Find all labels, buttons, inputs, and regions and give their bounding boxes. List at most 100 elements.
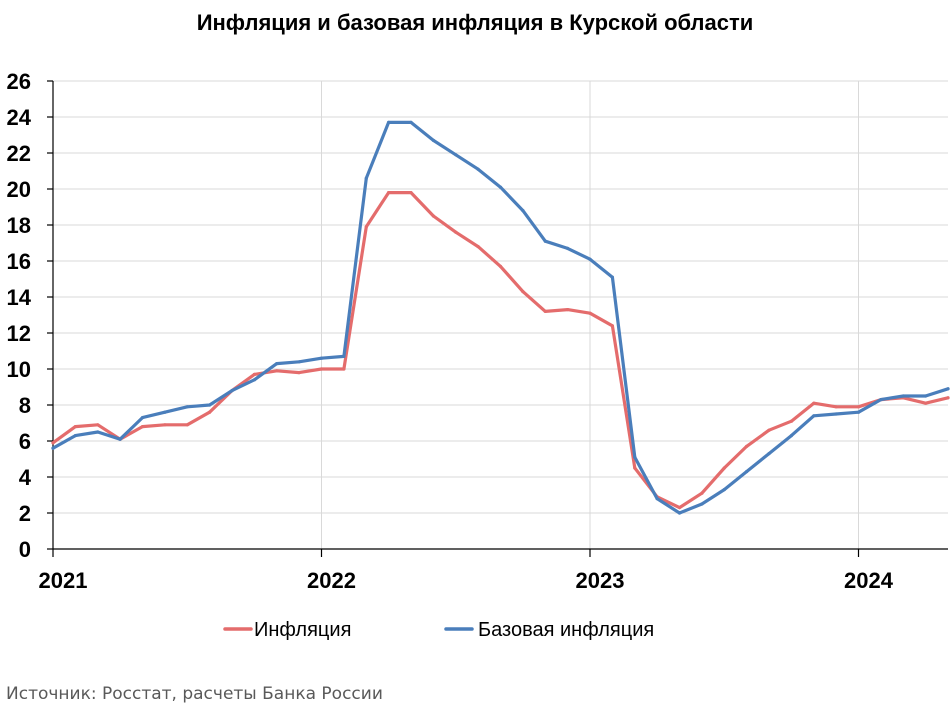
y-tick-label-0: 0 (19, 537, 31, 562)
data-point-s2-2021-11 (275, 362, 279, 366)
data-point-s1-2023-12 (834, 405, 838, 409)
y-tick-label-20: 20 (7, 177, 31, 202)
data-point-s2-2022-08 (476, 167, 480, 171)
legend-label-1: Инфляция (254, 619, 351, 641)
data-point-s2-2021-01 (51, 446, 55, 450)
data-point-s2-2023-07 (722, 488, 726, 492)
data-point-s1-2021-10 (252, 372, 256, 376)
data-point-s2-2022-09 (498, 185, 503, 189)
data-point-s2-2022-01 (319, 356, 324, 360)
data-point-s2-2021-07 (185, 405, 189, 409)
y-tick-label-10: 10 (7, 357, 31, 382)
data-point-s1-2022-01 (319, 367, 324, 371)
data-point-s2-2022-11 (543, 239, 547, 243)
data-point-s1-2024-04 (924, 401, 928, 405)
data-point-s2-2024-01 (856, 410, 861, 414)
data-point-s2-2023-09 (767, 452, 771, 456)
x-tick-label-2021: 2021 (39, 568, 88, 593)
data-point-s1-2021-07 (185, 423, 189, 427)
data-point-s1-2023-09 (767, 428, 771, 432)
data-point-s2-2022-10 (521, 209, 525, 213)
data-point-s2-2021-08 (208, 403, 212, 407)
data-point-s1-2021-06 (163, 423, 167, 427)
data-point-s1-2024-01 (856, 405, 861, 409)
y-tick-label-12: 12 (7, 321, 31, 346)
data-point-s2-2023-04 (655, 497, 659, 501)
x-tick-label-2024: 2024 (844, 568, 894, 593)
y-tick-label-18: 18 (7, 213, 31, 238)
series-lines (51, 120, 950, 515)
data-point-s2-2024-05 (946, 387, 950, 391)
data-point-s2-2022-07 (454, 153, 458, 157)
data-point-s1-2022-10 (521, 290, 525, 294)
source-note: Источник: Росстат, расчеты Банка России (6, 684, 383, 704)
data-point-s1-2021-05 (140, 425, 145, 429)
y-tick-label-8: 8 (19, 393, 31, 418)
data-point-s1-2023-10 (789, 419, 794, 423)
data-point-s2-2021-04 (118, 437, 122, 441)
data-point-s1-2021-11 (275, 369, 279, 373)
x-axis-tick-labels: 2021 2022 2023 2024 (39, 568, 894, 593)
y-tick-label-16: 16 (7, 249, 31, 274)
data-point-s1-2022-12 (566, 308, 570, 312)
data-point-s1-2022-08 (476, 245, 480, 249)
y-tick-label-24: 24 (7, 105, 32, 130)
data-point-s1-2022-06 (431, 214, 435, 218)
data-point-s2-2023-02 (610, 275, 615, 279)
data-point-s2-2023-03 (633, 455, 637, 459)
data-point-s2-2021-06 (163, 410, 167, 414)
data-point-s2-2023-01 (588, 257, 592, 261)
legend-label-2: Базовая инфляция (478, 619, 654, 641)
legend: Инфляция Базовая инфляция (223, 619, 654, 641)
y-tick-label-4: 4 (19, 465, 32, 490)
data-point-s2-2021-05 (140, 416, 145, 420)
chart-title: Инфляция и базовая инфляция в Курской об… (196, 10, 754, 35)
data-point-s1-2022-11 (543, 309, 547, 313)
data-point-s1-2023-06 (700, 491, 704, 495)
data-point-s2-2023-12 (834, 412, 838, 416)
y-tick-label-6: 6 (19, 429, 31, 454)
data-point-s1-2023-05 (677, 506, 682, 510)
data-point-s1-2023-03 (633, 466, 637, 470)
data-point-s1-2023-11 (812, 401, 816, 405)
data-point-s2-2022-02 (342, 354, 346, 358)
y-tick-label-2: 2 (19, 501, 31, 526)
data-point-s2-2024-04 (924, 394, 928, 398)
data-point-s1-2023-07 (722, 466, 726, 470)
data-point-s2-2021-10 (252, 378, 256, 382)
data-point-s2-2023-10 (789, 434, 794, 438)
series-1 (51, 191, 950, 510)
data-point-s2-2023-05 (677, 511, 682, 515)
data-point-s1-2021-08 (208, 410, 212, 414)
data-point-s2-2023-06 (700, 502, 704, 506)
data-point-s2-2024-03 (901, 394, 905, 398)
data-point-s1-2024-05 (946, 396, 950, 400)
series-line-1 (51, 191, 950, 510)
data-point-s1-2021-02 (73, 425, 77, 429)
data-point-s2-2023-08 (745, 470, 749, 474)
x-tick-label-2022: 2022 (307, 568, 356, 593)
data-point-s1-2023-08 (745, 444, 749, 448)
data-point-s2-2021-09 (230, 389, 234, 393)
data-point-s1-2022-09 (498, 264, 503, 268)
data-point-s2-2021-03 (96, 430, 100, 434)
series-line-2 (51, 120, 950, 515)
data-point-s2-2022-04 (387, 120, 391, 124)
data-point-s1-2022-07 (454, 230, 458, 234)
data-point-s2-2021-02 (73, 434, 77, 438)
data-point-s1-2023-01 (588, 311, 592, 315)
horizontal-gridlines (53, 80, 948, 514)
data-point-s2-2022-12 (566, 246, 570, 250)
data-point-s1-2022-03 (364, 225, 368, 229)
data-point-s1-2021-12 (297, 371, 301, 375)
data-point-s1-2021-03 (96, 423, 100, 427)
data-point-s2-2022-03 (364, 176, 368, 180)
data-point-s1-2021-01 (51, 441, 55, 445)
data-point-s2-2024-02 (879, 398, 883, 402)
data-point-s1-2022-04 (387, 191, 391, 195)
y-tick-label-14: 14 (7, 285, 32, 310)
y-tick-label-22: 22 (7, 141, 31, 166)
y-tick-label-26: 26 (7, 69, 31, 94)
